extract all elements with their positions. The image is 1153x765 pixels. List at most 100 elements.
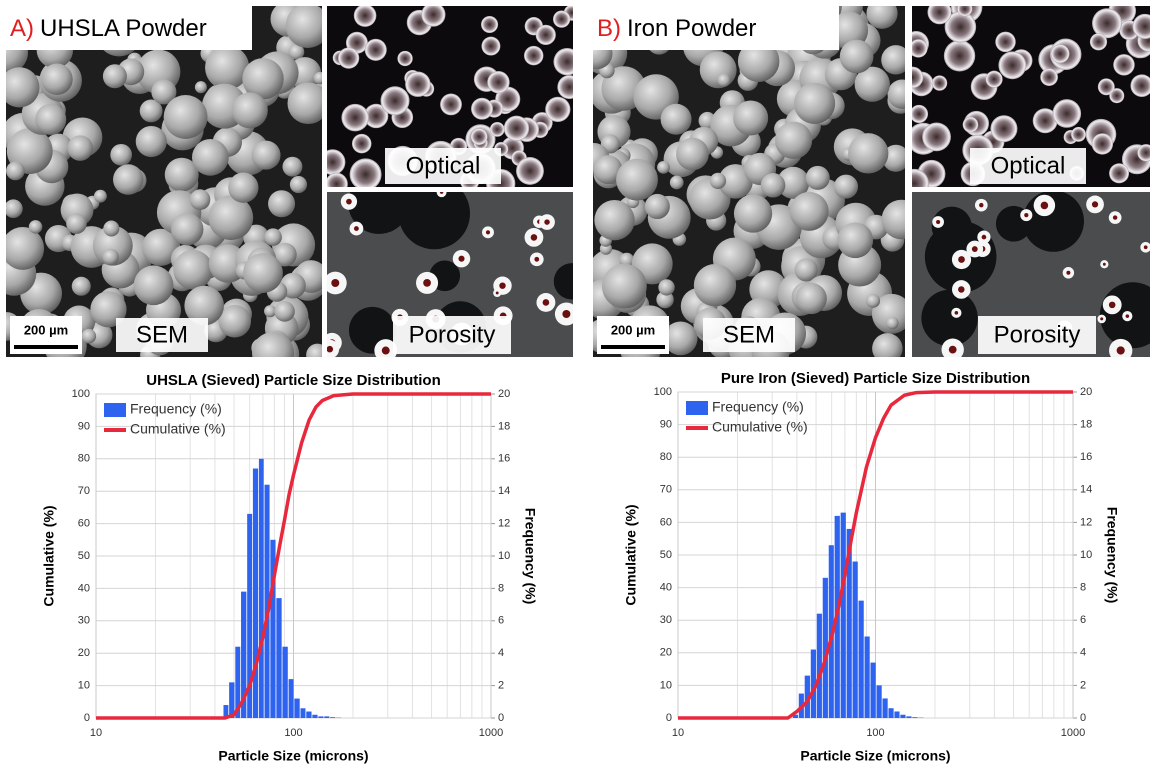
particle: [998, 51, 1027, 80]
micrographs: A) UHSLA Powder 200 µm SEM Optical Porosity B)…: [6, 6, 1150, 357]
chart-title: UHSLA (Sieved) Particle Size Distributio…: [146, 372, 441, 389]
x-tick-label: 100: [866, 727, 884, 739]
particle: [656, 290, 674, 309]
particle: [173, 249, 213, 290]
particle: [962, 116, 979, 133]
y2-tick-label: 16: [498, 453, 510, 465]
particle: [288, 44, 305, 60]
y2-axis-label: Frequency (%): [1104, 507, 1120, 603]
pore-dot: [353, 226, 359, 231]
y2-tick-label: 10: [1080, 549, 1092, 561]
particle: [837, 222, 874, 259]
particle: [995, 31, 1016, 53]
particle: [848, 133, 889, 174]
particle: [268, 190, 296, 218]
particle: [1092, 8, 1123, 39]
particle: [327, 172, 348, 187]
particle: [1091, 133, 1114, 155]
chart: 0102030405060708090100024681012141618201…: [623, 370, 1121, 764]
pore-dot: [499, 282, 506, 289]
particle: [28, 220, 43, 234]
particle: [985, 70, 1003, 88]
pore-dot: [1108, 301, 1116, 309]
y-tick-label: 90: [78, 420, 90, 432]
particle: [663, 321, 698, 356]
particle: [133, 265, 174, 306]
particle: [349, 158, 382, 187]
particle: [693, 264, 737, 307]
legend-label: Cumulative (%): [130, 421, 226, 437]
particle: [774, 121, 813, 159]
particle: [67, 135, 93, 161]
bar: [840, 512, 846, 718]
particle: [103, 220, 120, 237]
particle: [327, 149, 346, 176]
label-box: [703, 318, 795, 352]
particle: [102, 248, 119, 266]
bar: [270, 539, 276, 718]
legend-label: Frequency (%): [130, 401, 222, 417]
legend-label: Frequency (%): [712, 399, 804, 415]
y2-tick-label: 2: [1080, 679, 1086, 691]
pore-dot: [981, 234, 987, 240]
particle: [440, 93, 462, 116]
bar: [282, 646, 288, 718]
particle: [139, 99, 163, 123]
y-tick-label: 40: [78, 582, 90, 594]
particle: [733, 194, 773, 233]
particle: [593, 155, 623, 185]
particle: [545, 96, 571, 122]
y2-tick-label: 8: [498, 582, 504, 594]
image-label: Optical: [991, 152, 1066, 179]
y-tick-label: 20: [78, 647, 90, 659]
pore-dot: [346, 198, 352, 205]
particle: [943, 40, 976, 72]
particle: [516, 157, 544, 185]
particle: [487, 71, 510, 94]
label-box: [978, 316, 1096, 354]
particle: [839, 39, 874, 74]
bar: [247, 513, 253, 718]
y2-tick-label: 18: [1080, 419, 1092, 431]
particle: [865, 293, 881, 308]
pore-dot: [979, 202, 984, 208]
particle: [944, 11, 977, 43]
y2-tick-label: 8: [1080, 582, 1086, 594]
pore-dot: [530, 234, 538, 241]
y-tick-label: 100: [72, 388, 90, 400]
particle: [601, 263, 647, 309]
pore-dot: [958, 256, 965, 263]
particle: [660, 103, 692, 135]
pore-dot: [485, 230, 491, 235]
particle: [171, 212, 204, 246]
particle: [231, 92, 268, 129]
y-tick-label: 80: [660, 451, 672, 463]
bar: [312, 714, 318, 718]
particle: [922, 122, 951, 152]
particle: [709, 172, 727, 190]
pore-dot: [562, 309, 571, 319]
bar: [318, 716, 324, 718]
pore-dot: [534, 256, 540, 262]
image-label: Porosity: [409, 321, 496, 348]
y-tick-label: 70: [660, 484, 672, 496]
bar: [822, 577, 828, 718]
particle: [243, 253, 283, 293]
y-tick-label: 30: [660, 614, 672, 626]
particle: [208, 195, 254, 241]
bar: [330, 717, 336, 718]
x-axis-label: Particle Size (microns): [800, 748, 950, 764]
y-axis-label: Cumulative (%): [41, 505, 57, 606]
panel-name: UHSLA Powder: [40, 15, 207, 42]
particle: [854, 66, 890, 102]
particle: [327, 339, 340, 357]
particle: [553, 48, 573, 76]
particle: [113, 164, 144, 195]
y2-tick-label: 16: [1080, 451, 1092, 463]
bar: [294, 698, 300, 718]
bar: [906, 716, 912, 718]
pore-dot: [423, 279, 431, 287]
particle: [881, 45, 905, 75]
particle: [6, 161, 25, 181]
image-label: SEM: [136, 321, 188, 348]
